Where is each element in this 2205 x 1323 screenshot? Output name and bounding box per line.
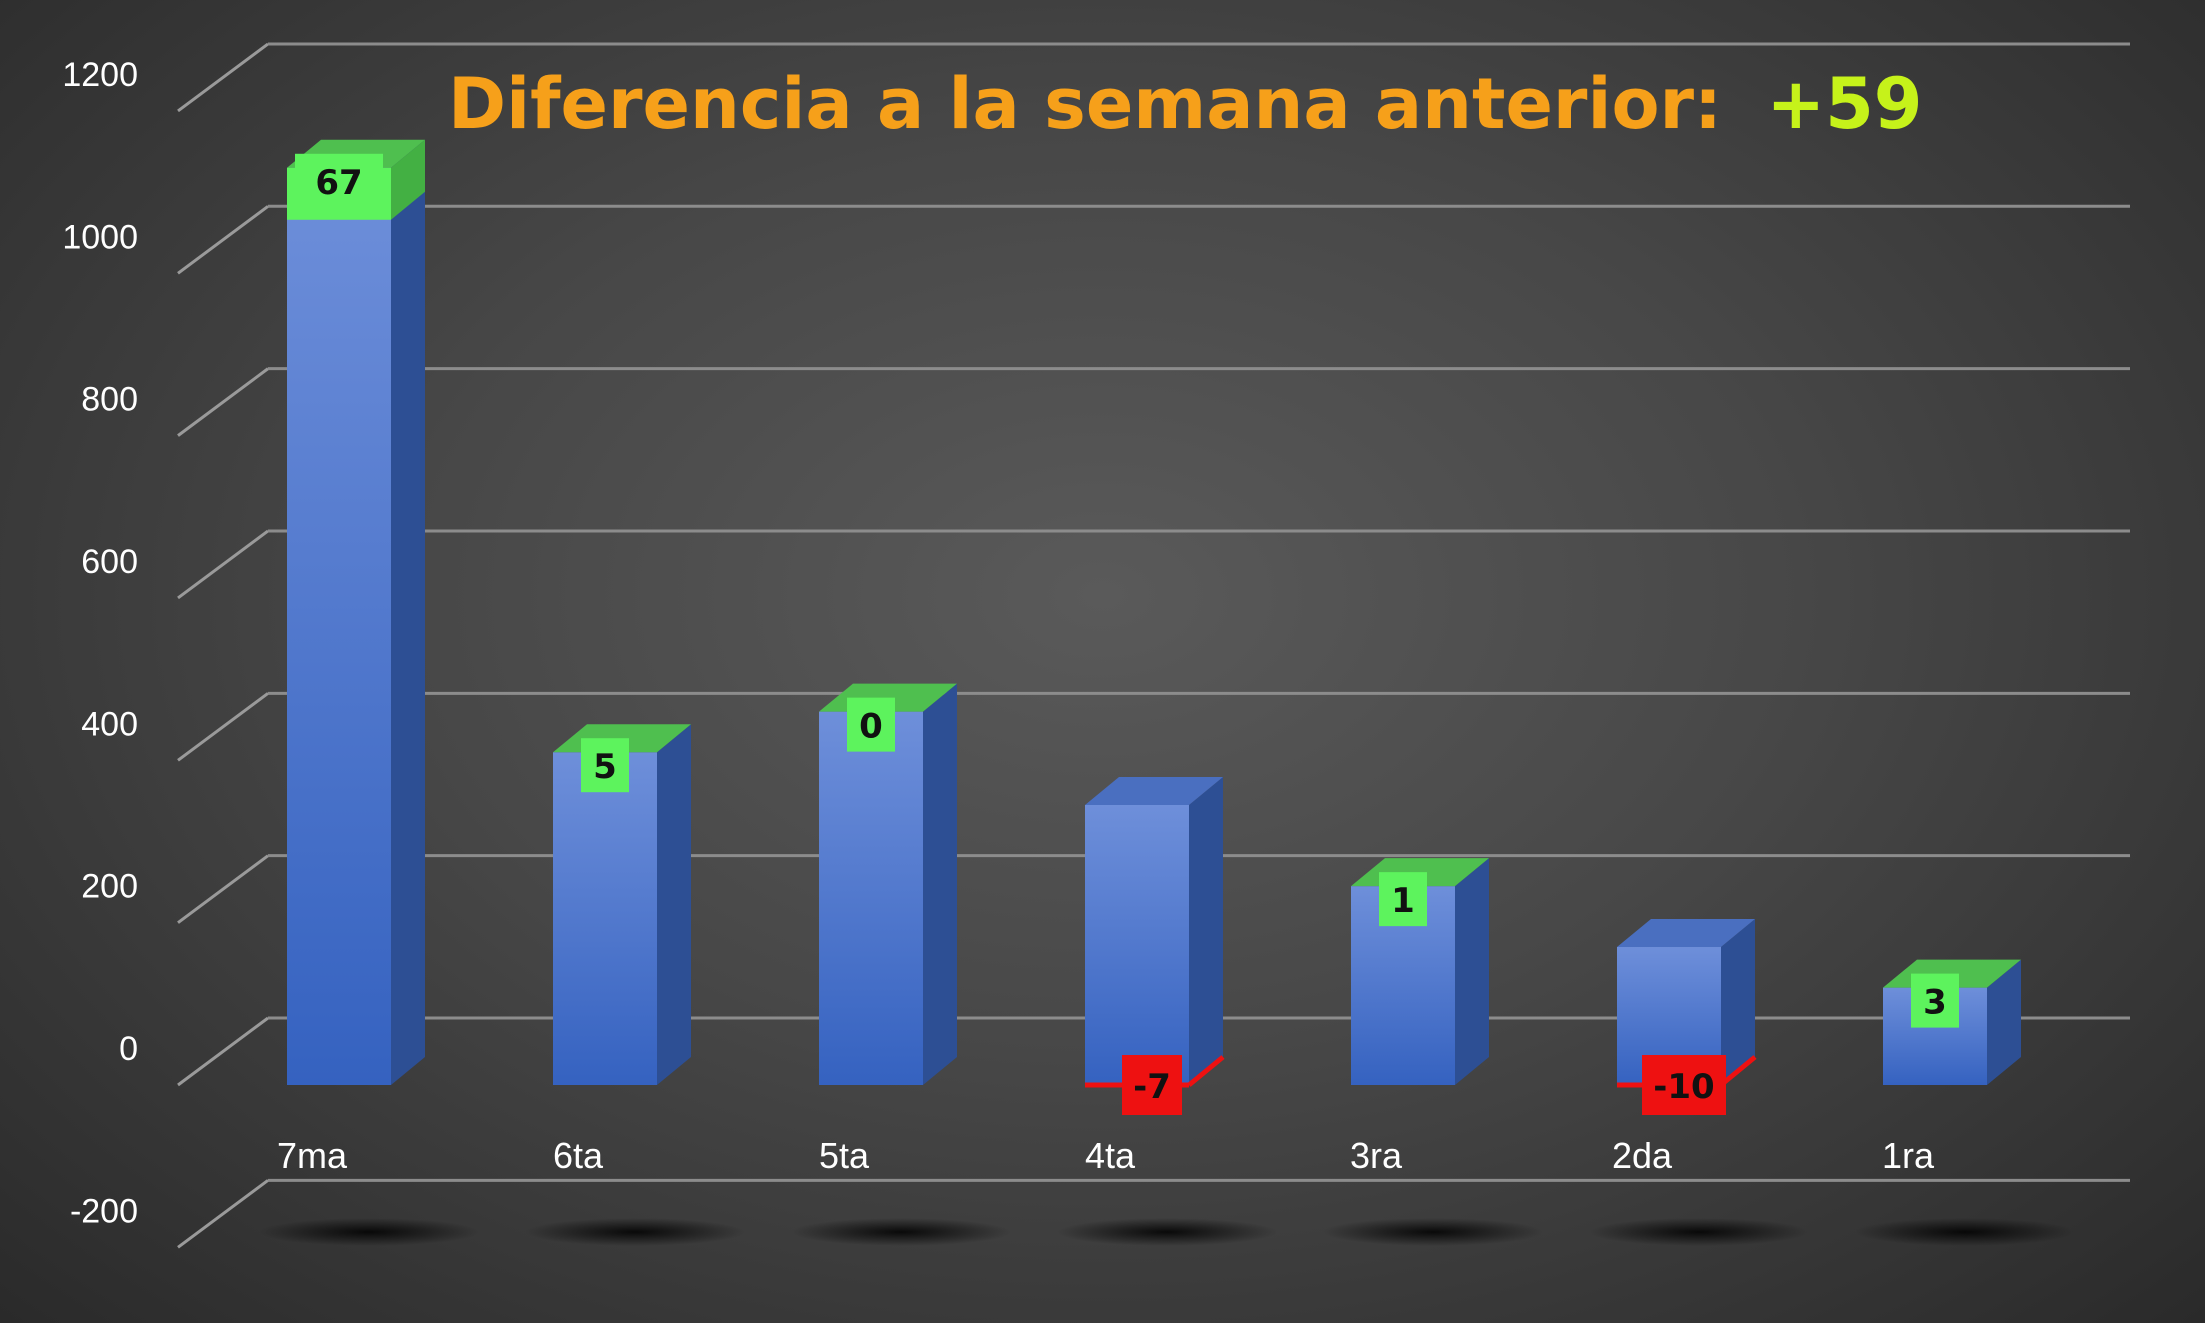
bar-side (1189, 776, 1223, 1085)
x-tick-label: 1ra (1882, 1135, 1935, 1176)
difference-label: -7 (1133, 1067, 1171, 1107)
bars: 67 5 0 -7 1 -10 3 (287, 139, 2021, 1115)
bar-front (553, 752, 657, 1085)
bar-side (1987, 959, 2021, 1085)
difference-label-box (1911, 973, 1959, 1028)
difference-label: 1 (1391, 881, 1415, 921)
grid-diagonal (177, 692, 269, 762)
y-tick-label: 1200 (62, 56, 138, 94)
chart-title: Diferencia a la semana anterior: +59 (448, 63, 1923, 145)
difference-label: 67 (315, 163, 362, 203)
difference-label: 0 (859, 707, 883, 747)
grid-diagonal (177, 42, 269, 113)
difference-label-box (581, 738, 629, 793)
bar-decrease-side (1719, 1055, 1757, 1087)
bar-side (657, 724, 691, 1085)
bar-side (1721, 919, 1755, 1085)
floor-shadows (259, 1218, 2075, 1246)
bar: -10 (1617, 919, 1757, 1115)
grid-diagonal (177, 529, 269, 600)
difference-label-box (295, 153, 383, 208)
grid-diagonal (177, 1016, 269, 1087)
y-tick-label: 200 (81, 868, 138, 906)
grid-diagonal (177, 367, 269, 437)
bar-front (287, 167, 391, 1086)
x-tick-label: 5ta (819, 1135, 870, 1176)
difference-label: 3 (1923, 983, 1947, 1023)
difference-label-box (1379, 872, 1427, 927)
y-tick-label: 800 (81, 381, 138, 419)
x-tick-label: 4ta (1085, 1135, 1136, 1176)
bar-shadow (791, 1218, 1011, 1246)
bar-shadow (1589, 1218, 1809, 1246)
bar-increase-side (391, 139, 425, 220)
x-tick-label: 6ta (553, 1135, 604, 1176)
bar-top-cap (1617, 919, 1755, 948)
bar-shadow (1057, 1218, 1277, 1246)
bar-decrease-side (1187, 1055, 1225, 1087)
bar: 5 (553, 724, 691, 1085)
grid-diagonal (177, 205, 269, 275)
x-tick-label: 7ma (277, 1135, 348, 1176)
grid-diagonal (177, 1179, 269, 1249)
bar-side (923, 683, 957, 1085)
bar-shadow (1855, 1218, 2075, 1246)
bar-side (391, 139, 425, 1086)
bar: 0 (819, 683, 957, 1085)
difference-label: -10 (1653, 1067, 1714, 1107)
x-tick-label: 3ra (1350, 1135, 1403, 1176)
bar: -7 (1085, 776, 1225, 1115)
y-tick-label: 600 (81, 543, 138, 581)
y-tick-label: 1000 (62, 218, 138, 256)
grid-diagonal (177, 854, 269, 924)
bar-top-cap (1085, 776, 1223, 805)
chart-title-value: +59 (1766, 63, 1922, 145)
difference-label-box (1122, 1055, 1182, 1115)
x-tick-label: 2da (1612, 1135, 1673, 1176)
bar-shadow (259, 1218, 479, 1246)
x-axis: 7ma 6ta 5ta 4ta 3ra 2da 1ra (277, 1135, 1935, 1176)
bar-side (1455, 858, 1489, 1085)
difference-label-box (847, 697, 895, 752)
bar: 3 (1883, 959, 2021, 1085)
y-tick-label: 0 (119, 1030, 138, 1068)
bar-shadow (525, 1218, 745, 1246)
bar-front (819, 711, 923, 1085)
chart-title-text: Diferencia a la semana anterior: (448, 63, 1722, 145)
y-axis: -200 0 200 400 600 800 1000 1200 (62, 56, 138, 1230)
bar-shadow (1323, 1218, 1543, 1246)
bar: 1 (1351, 858, 1489, 1085)
y-tick-label: -200 (70, 1192, 138, 1230)
difference-label-box (1642, 1055, 1726, 1115)
difference-label: 5 (593, 747, 617, 787)
y-tick-label: 400 (81, 705, 138, 743)
bar: 67 (287, 139, 425, 1086)
bar-front (1085, 804, 1189, 1085)
